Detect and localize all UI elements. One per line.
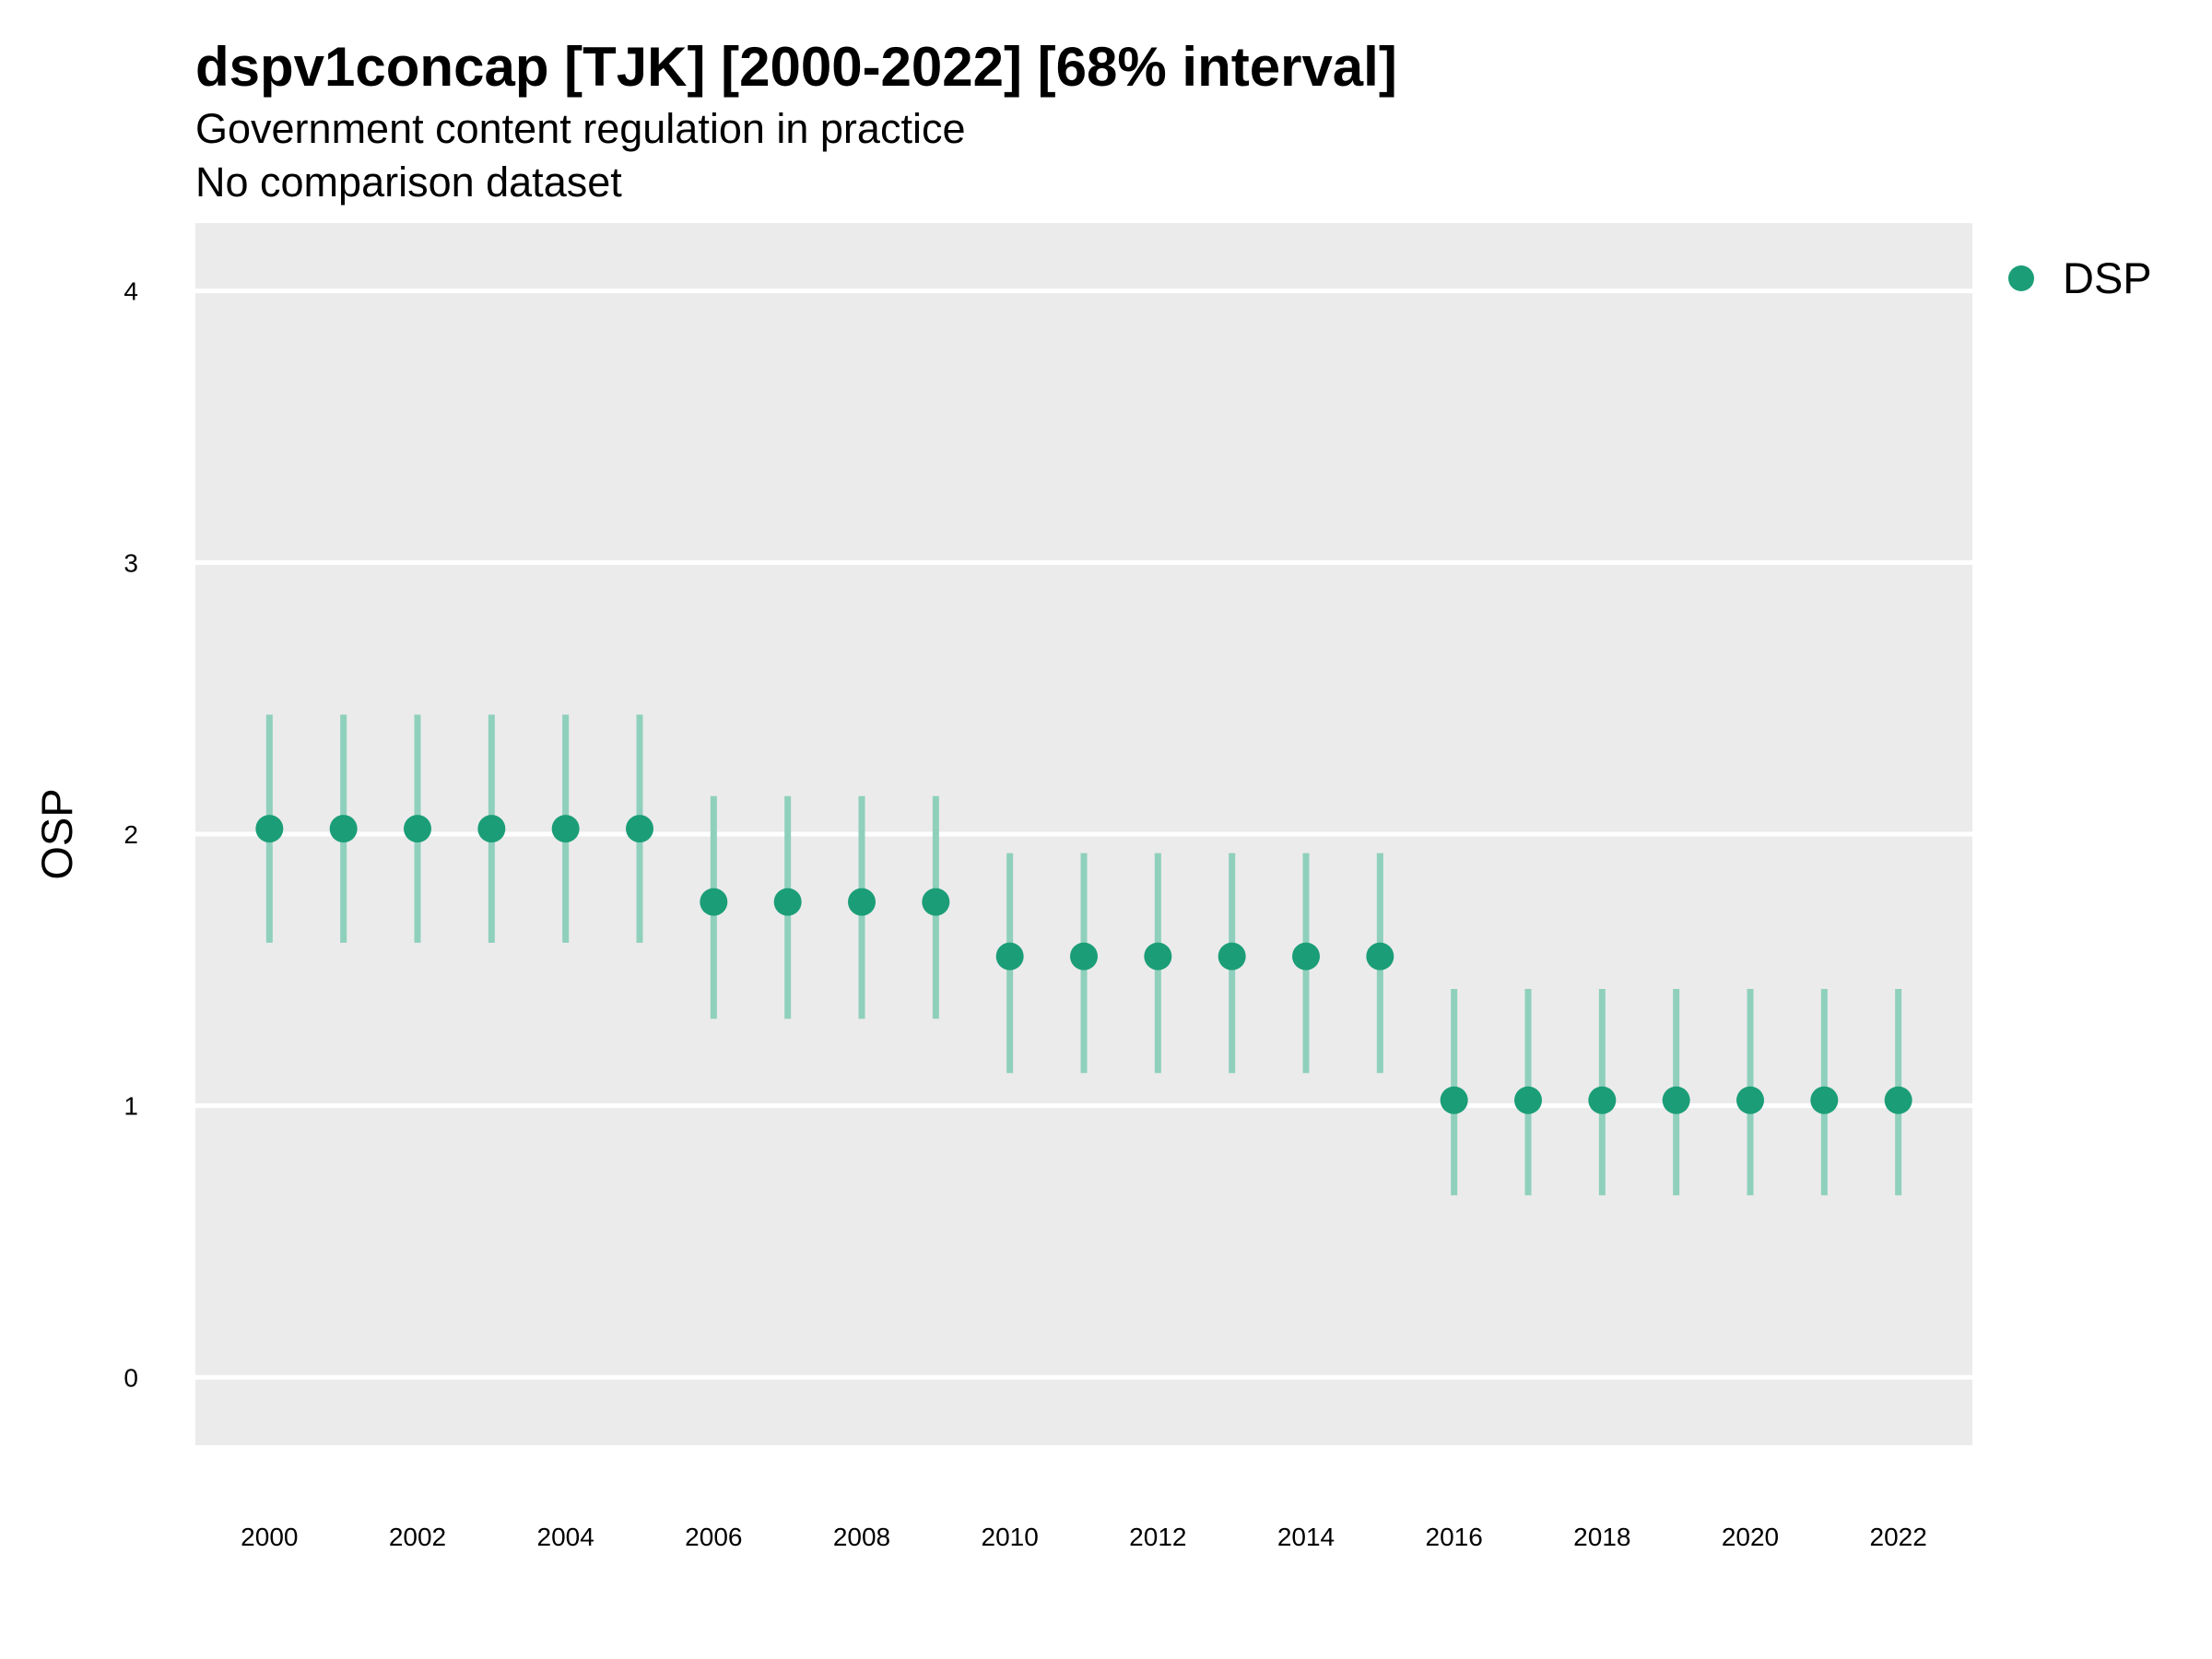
data-point	[1662, 1086, 1690, 1114]
data-point	[700, 888, 728, 916]
data-point	[1884, 1086, 1912, 1114]
x-tick-label: 2014	[1277, 1523, 1335, 1551]
data-point	[404, 815, 431, 843]
data-point	[1218, 942, 1246, 971]
data-point	[922, 888, 950, 916]
chart-title: dspv1concap [TJK] [2000-2022] [68% inter…	[195, 36, 1397, 98]
y-axis-label: OSP	[32, 788, 81, 879]
y-tick-label: 4	[124, 277, 138, 306]
y-axis-ticks: 0 1 2 3 4	[124, 277, 138, 1393]
data-point	[1810, 1086, 1839, 1114]
y-tick-label: 0	[124, 1363, 138, 1392]
x-axis-ticks: 2000 2002 2004 2006 2008 2010 2012 2014 2016 2018…	[241, 1523, 1927, 1551]
data-point	[1070, 942, 1098, 971]
legend-label-dsp: DSP	[2063, 253, 2152, 302]
legend-key-dsp	[2008, 265, 2034, 291]
data-point	[1736, 1086, 1764, 1114]
y-tick-label: 3	[124, 548, 138, 577]
x-tick-label: 2010	[982, 1523, 1039, 1551]
x-tick-label: 2008	[833, 1523, 890, 1551]
data-marks	[255, 714, 1912, 1195]
x-tick-label: 2018	[1573, 1523, 1630, 1551]
x-tick-label: 2000	[241, 1523, 298, 1551]
x-tick-label: 2020	[1722, 1523, 1779, 1551]
x-tick-label: 2006	[685, 1523, 742, 1551]
x-tick-label: 2004	[537, 1523, 594, 1551]
data-point	[1144, 942, 1172, 971]
x-tick-label: 2016	[1426, 1523, 1483, 1551]
chart-subtitle-2: No comparison dataset	[195, 159, 622, 206]
chart-subtitle: Government content regulation in practic…	[195, 105, 965, 152]
data-point	[773, 888, 802, 916]
data-point	[626, 815, 653, 843]
y-tick-label: 2	[124, 820, 138, 849]
data-point	[477, 815, 506, 843]
data-point	[1366, 942, 1394, 971]
data-point	[1514, 1086, 1542, 1114]
data-point	[551, 815, 580, 843]
x-tick-label: 2022	[1870, 1523, 1927, 1551]
legend: DSP	[2008, 253, 2152, 302]
data-point	[1292, 942, 1320, 971]
data-point	[1440, 1086, 1468, 1114]
data-point	[848, 888, 876, 916]
x-tick-label: 2002	[389, 1523, 446, 1551]
data-point	[329, 815, 358, 843]
y-tick-label: 1	[124, 1092, 138, 1121]
data-point	[995, 942, 1024, 971]
data-point	[1588, 1086, 1617, 1114]
data-point	[255, 815, 284, 843]
x-tick-label: 2012	[1129, 1523, 1186, 1551]
